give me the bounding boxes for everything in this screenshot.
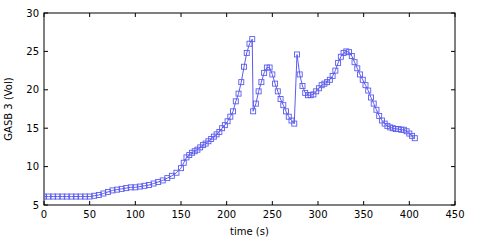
x-tick-label: 250 — [263, 209, 282, 220]
y-tick — [451, 166, 455, 167]
data-point — [292, 121, 297, 126]
data-point — [179, 166, 184, 171]
data-point — [236, 91, 241, 96]
data-point — [330, 73, 335, 78]
x-tick — [363, 13, 364, 17]
x-tick-label: 450 — [445, 209, 464, 220]
data-point — [358, 72, 363, 77]
x-tick — [181, 13, 182, 17]
data-point — [360, 77, 365, 82]
data-point — [273, 81, 278, 86]
y-tick — [451, 89, 455, 90]
data-point — [242, 64, 247, 69]
data-point — [233, 99, 238, 104]
x-tick-label: 0 — [41, 209, 47, 220]
x-tick-label: 150 — [171, 209, 190, 220]
data-point — [355, 66, 360, 71]
x-tick — [181, 201, 182, 205]
y-tick — [451, 128, 455, 129]
x-tick — [272, 201, 273, 205]
x-tick-label: 100 — [126, 209, 145, 220]
data-point — [336, 60, 341, 65]
y-tick — [44, 128, 48, 129]
y-tick-label: 30 — [26, 8, 39, 19]
data-point — [244, 50, 249, 55]
y-tick — [44, 89, 48, 90]
plot-frame — [44, 13, 455, 205]
y-tick — [44, 51, 48, 52]
data-point — [349, 54, 354, 59]
data-point — [333, 68, 338, 73]
data-point — [239, 80, 244, 85]
y-axis-title: GASB 3 (Vol) — [3, 77, 14, 140]
x-tick — [89, 201, 90, 205]
x-tick — [135, 201, 136, 205]
y-tick-label: 10 — [26, 161, 39, 172]
x-tick — [226, 13, 227, 17]
series-line — [44, 39, 415, 196]
data-point — [262, 70, 267, 75]
y-tick-label: 20 — [26, 84, 39, 95]
x-tick — [409, 201, 410, 205]
data-point — [368, 95, 373, 100]
y-tick-label: 15 — [26, 123, 39, 134]
data-point — [300, 83, 305, 88]
data-point — [363, 83, 368, 88]
data-point — [371, 101, 376, 106]
x-tick-label: 400 — [400, 209, 419, 220]
x-tick — [363, 201, 364, 205]
x-axis-title: time (s) — [230, 226, 269, 237]
data-point — [251, 109, 256, 114]
chart: 51015202530050100150200250300350400450ti… — [0, 0, 480, 240]
data-point — [294, 52, 299, 57]
y-tick-label: 25 — [26, 46, 39, 57]
data-point — [366, 88, 371, 93]
data-point — [412, 136, 417, 141]
x-tick-label: 50 — [83, 209, 96, 220]
data-point — [281, 103, 286, 108]
x-tick — [226, 201, 227, 205]
x-tick-label: 350 — [354, 209, 373, 220]
data-point — [231, 109, 236, 114]
y-tick — [451, 51, 455, 52]
data-point — [253, 101, 258, 106]
data-point — [374, 107, 379, 112]
data-point — [270, 72, 275, 77]
data-point — [278, 97, 283, 102]
data-point — [352, 60, 357, 65]
data-point — [275, 89, 280, 94]
x-tick — [318, 201, 319, 205]
y-tick — [44, 166, 48, 167]
data-point — [181, 160, 186, 165]
x-tick-label: 200 — [217, 209, 236, 220]
data-point — [259, 80, 264, 85]
data-point — [284, 109, 289, 114]
data-point — [250, 37, 255, 42]
x-tick — [135, 13, 136, 17]
x-tick-label: 300 — [308, 209, 327, 220]
x-tick — [318, 13, 319, 17]
y-tick-label: 5 — [33, 200, 39, 211]
x-tick — [409, 13, 410, 17]
data-point — [267, 65, 272, 70]
data-point — [256, 89, 261, 94]
plot-area — [44, 37, 417, 199]
data-point — [228, 114, 233, 119]
x-tick — [272, 13, 273, 17]
data-point — [297, 72, 302, 77]
x-tick — [89, 13, 90, 17]
